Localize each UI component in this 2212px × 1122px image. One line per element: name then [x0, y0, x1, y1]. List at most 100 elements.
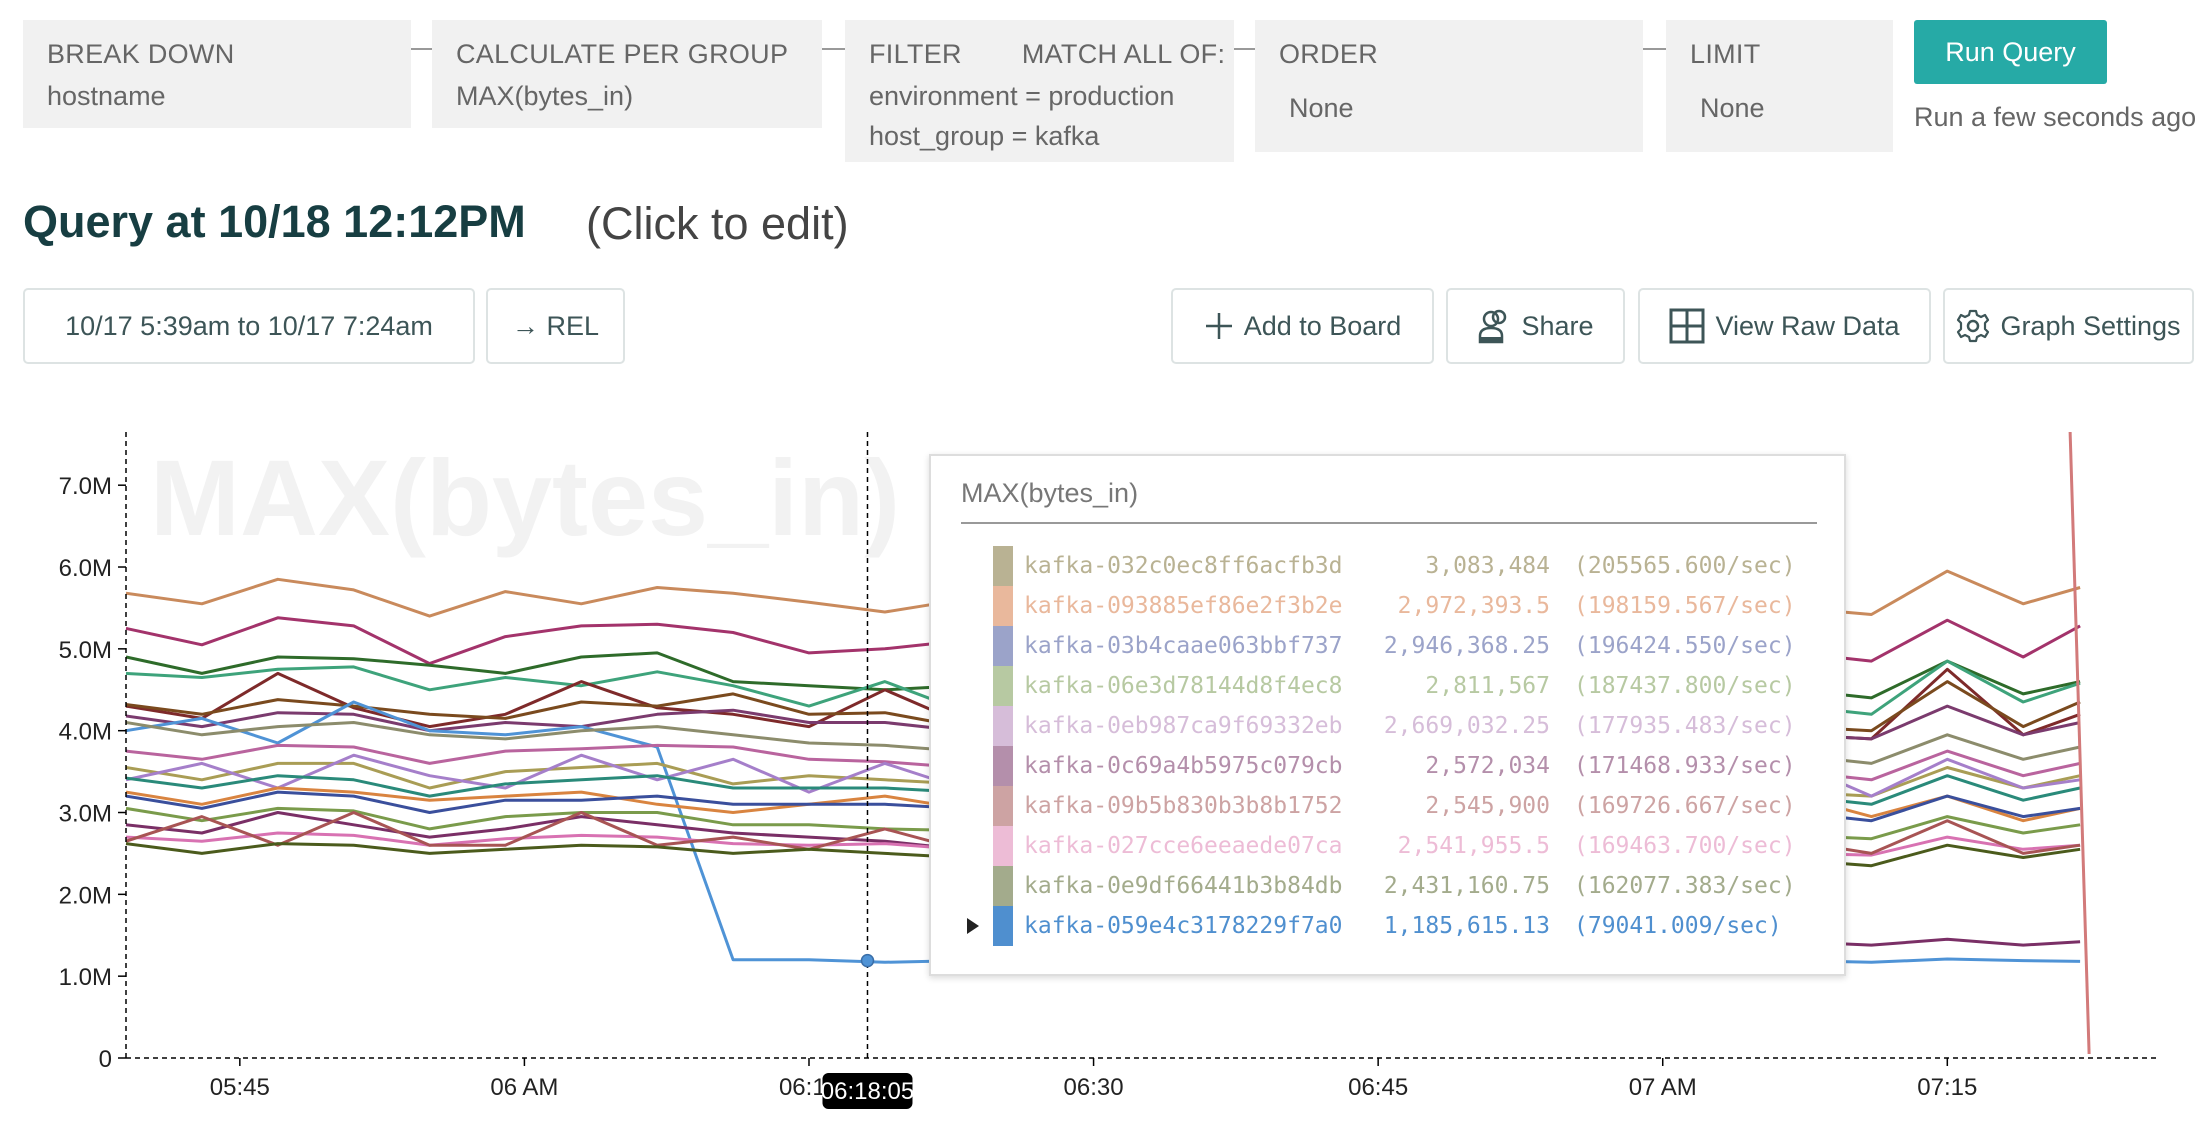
series-rate: (205565.600/sec)	[1574, 553, 1796, 579]
axes-layer: 0 1.0M 2.0M 3.0M 4.0M 5.0M 6.0M 7.0M 05:45 06 AM 0…	[59, 431, 2156, 1109]
y-tick-label: 5.0M	[59, 637, 112, 664]
series-value: 1,185,615.13	[1383, 913, 1550, 939]
x-tick-label: 05:45	[210, 1074, 270, 1101]
y-tick-label: 6.0M	[59, 555, 112, 582]
x-tick-label: 07:15	[1917, 1074, 1977, 1101]
filter-title: FILTER	[869, 39, 962, 69]
time-range-button[interactable]: 10/17 5:39am to 10/17 7:24am	[23, 288, 475, 364]
limit-box[interactable]: LIMIT None	[1666, 20, 1893, 152]
series-name: kafka-027cce6eeaede07ca	[1024, 833, 1343, 859]
break-down-value[interactable]: hostname	[47, 81, 166, 111]
series-name: kafka-093885ef86e2f3b2e	[1024, 593, 1343, 619]
hover-time-badge	[822, 1073, 913, 1109]
series-rate: (169463.700/sec)	[1574, 833, 1796, 859]
series-value: 3,083,484	[1425, 553, 1550, 579]
x-tick-label: 07 AM	[1629, 1074, 1697, 1101]
graph-settings-label: Graph Settings	[2000, 310, 2181, 341]
grid-icon	[1669, 308, 1705, 344]
tooltip-row: kafka-059e4c3178229f7a0 1,185,615.13 (7904…	[931, 906, 1844, 946]
calculate-box[interactable]: CALCULATE PER GROUP MAX(bytes_in)	[432, 20, 822, 128]
x-tick-label: 06:45	[1348, 1074, 1408, 1101]
tooltip-row: kafka-027cce6eeaede07ca 2,541,955.5 (16946…	[931, 826, 1844, 866]
calculate-value[interactable]: MAX(bytes_in)	[456, 81, 634, 111]
page-title[interactable]: Query at 10/18 12:12PM	[23, 196, 526, 247]
add-to-board-label: Add to Board	[1243, 310, 1402, 341]
y-tick-label: 4.0M	[59, 719, 112, 746]
series-rate: (162077.383/sec)	[1574, 873, 1796, 899]
series-rate: (187437.800/sec)	[1574, 673, 1796, 699]
limit-value[interactable]: None	[1700, 93, 1765, 123]
series-value: 2,541,955.5	[1397, 833, 1550, 859]
series-swatch	[993, 586, 1013, 626]
tooltip-row: kafka-0c69a4b5975c079cb 2,572,034 (171468.…	[931, 746, 1844, 786]
series-swatch	[993, 746, 1013, 786]
connector	[1234, 48, 1255, 50]
time-range-label: 10/17 5:39am to 10/17 7:24am	[65, 310, 433, 341]
series-value: 2,972,393.5	[1397, 593, 1550, 619]
connector	[822, 48, 845, 50]
series-swatch	[993, 626, 1013, 666]
series-value: 2,572,034	[1425, 753, 1550, 779]
series-name: kafka-0e9df66441b3b84db	[1024, 873, 1343, 899]
tooltip-row: kafka-0e9df66441b3b84db 2,431,160.75 (1620…	[931, 866, 1844, 906]
series-swatch	[993, 906, 1013, 946]
series-swatch	[993, 826, 1013, 866]
y-tick-label: 1.0M	[59, 964, 112, 991]
series-value: 2,811,567	[1425, 673, 1550, 699]
series-name: kafka-032c0ec8ff6acfb3d	[1024, 553, 1343, 579]
series-swatch	[993, 866, 1013, 906]
series-name: kafka-03b4caae063bbf737	[1024, 633, 1343, 659]
filter-box[interactable]: FILTER MATCH ALL OF: environment = produc…	[845, 20, 1234, 162]
series-rate: (177935.483/sec)	[1574, 713, 1796, 739]
y-tick-label: 7.0M	[59, 473, 112, 500]
relative-time-label: → REL	[511, 310, 600, 341]
run-query-button[interactable]: Run Query	[1914, 20, 2107, 84]
selected-arrow-icon	[967, 918, 979, 934]
filter-match-mode[interactable]: MATCH ALL OF:	[1021, 39, 1226, 69]
filter-label: FILTER MATCH ALL OF:	[869, 32, 1234, 76]
tooltip-row: kafka-0eb987ca9f69332eb 2,669,032.25 (1779…	[931, 706, 1844, 746]
hover-time-label: 06:18:05	[821, 1078, 914, 1105]
edit-hint[interactable]: (Click to edit)	[586, 198, 849, 249]
series-value: 2,545,900	[1425, 793, 1550, 819]
series-rate: (79041.009/sec)	[1574, 913, 1782, 939]
tooltip-row: kafka-032c0ec8ff6acfb3d 3,083,484 (205565.…	[931, 546, 1844, 586]
series-rate: (198159.567/sec)	[1574, 593, 1796, 619]
order-value[interactable]: None	[1289, 93, 1354, 123]
view-raw-data-button[interactable]: View Raw Data	[1638, 288, 1931, 364]
share-label: Share	[1521, 310, 1594, 341]
series-name: kafka-06e3d78144d8f4ec8	[1024, 673, 1343, 699]
limit-label: LIMIT	[1690, 39, 1761, 69]
series-rate: (171468.933/sec)	[1574, 753, 1796, 779]
graph-settings-button[interactable]: Graph Settings	[1943, 288, 2194, 364]
tooltip-divider	[961, 522, 1817, 524]
tooltip-title: MAX(bytes_in)	[961, 478, 1139, 508]
plus-icon	[1205, 313, 1232, 339]
relative-time-button[interactable]: → REL	[486, 288, 625, 364]
hover-point	[860, 953, 875, 968]
add-to-board-button[interactable]: Add to Board	[1171, 288, 1434, 364]
event-marker-line	[2068, 431, 2091, 1055]
series-rate: (196424.550/sec)	[1574, 633, 1796, 659]
series-name: kafka-059e4c3178229f7a0	[1024, 913, 1343, 939]
series-value: 2,946,368.25	[1383, 633, 1550, 659]
series-name: kafka-0c69a4b5975c079cb	[1024, 753, 1343, 779]
filter-value[interactable]: host_group = kafka	[869, 121, 1100, 151]
tooltip-row: kafka-06e3d78144d8f4ec8 2,811,567 (187437.…	[931, 666, 1844, 706]
break-down-box[interactable]: BREAK DOWN hostname	[23, 20, 411, 128]
series-swatch	[993, 706, 1013, 746]
order-label: ORDER	[1279, 39, 1379, 69]
break-down-label: BREAK DOWN	[47, 39, 235, 69]
series-swatch	[993, 666, 1013, 706]
series-swatch	[993, 546, 1013, 586]
run-status: Run a few seconds ago	[1914, 102, 2197, 132]
filter-value[interactable]: environment = production	[869, 81, 1175, 111]
series-name: kafka-09b5b830b3b8b1752	[1024, 793, 1343, 819]
share-button[interactable]: Share	[1446, 288, 1625, 364]
view-raw-data-label: View Raw Data	[1715, 310, 1900, 341]
series-name: kafka-0eb987ca9f69332eb	[1024, 713, 1343, 739]
x-tick-label: 06:30	[1064, 1074, 1124, 1101]
tooltip-row: kafka-03b4caae063bbf737 2,946,368.25 (1964…	[931, 626, 1844, 666]
y-tick-label: 3.0M	[59, 801, 112, 828]
order-box[interactable]: ORDER None	[1255, 20, 1643, 152]
